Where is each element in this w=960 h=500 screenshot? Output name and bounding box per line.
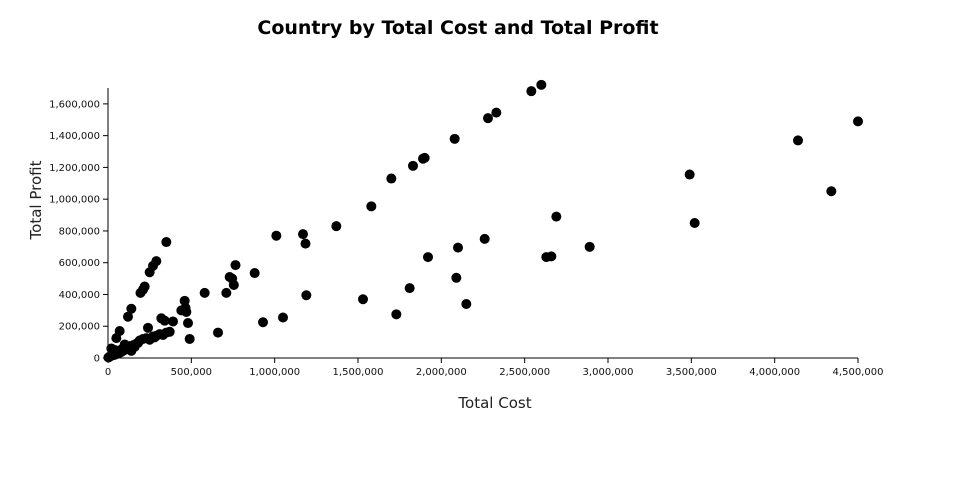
data-point[interactable] bbox=[449, 133, 460, 144]
data-point[interactable] bbox=[123, 311, 133, 322]
data-point[interactable] bbox=[278, 312, 288, 323]
data-point[interactable] bbox=[183, 318, 193, 329]
data-point[interactable] bbox=[689, 218, 700, 228]
y-tick-label: 1,200,000 bbox=[49, 163, 100, 174]
data-point[interactable] bbox=[479, 233, 490, 244]
data-point[interactable] bbox=[684, 169, 695, 180]
data-point[interactable] bbox=[546, 251, 557, 262]
data-point[interactable] bbox=[161, 237, 172, 248]
x-tick-label: 3,000,000 bbox=[583, 367, 634, 378]
data-point[interactable] bbox=[180, 302, 191, 313]
data-point[interactable] bbox=[258, 317, 268, 328]
data-point[interactable] bbox=[159, 315, 170, 326]
x-tick-label: 3,500,000 bbox=[666, 367, 717, 378]
data-point[interactable] bbox=[408, 160, 418, 171]
data-point[interactable] bbox=[221, 287, 232, 298]
data-point[interactable] bbox=[358, 294, 368, 305]
data-point[interactable] bbox=[366, 201, 377, 212]
y-tick-label: 200,000 bbox=[59, 322, 100, 333]
data-point[interactable] bbox=[139, 281, 150, 292]
data-point[interactable] bbox=[109, 345, 120, 356]
data-point[interactable] bbox=[491, 107, 502, 118]
data-point[interactable] bbox=[143, 322, 153, 333]
plot-area: 0 500,000 1,000,000 1,500,000 2,000,000 2,500… bbox=[49, 79, 884, 378]
data-point[interactable] bbox=[853, 116, 863, 127]
y-axis-ticks: 0 200,000 400,000 600,000 800,000 1,000,000 1,… bbox=[49, 99, 108, 365]
data-point[interactable] bbox=[453, 242, 463, 253]
data-point[interactable] bbox=[536, 79, 547, 90]
x-tick-label: 2,500,000 bbox=[499, 367, 550, 378]
y-tick-label: 1,400,000 bbox=[49, 131, 100, 142]
data-point[interactable] bbox=[483, 113, 493, 124]
y-tick-label: 400,000 bbox=[59, 290, 100, 301]
data-point[interactable] bbox=[168, 316, 178, 327]
data-points bbox=[103, 79, 863, 363]
chart-title: Country by Total Cost and Total Profit bbox=[257, 17, 658, 39]
data-point[interactable] bbox=[119, 339, 130, 350]
data-point[interactable] bbox=[164, 326, 175, 337]
data-point[interactable] bbox=[298, 229, 308, 240]
x-tick-label: 2,000,000 bbox=[416, 367, 467, 378]
y-tick-label: 0 bbox=[94, 354, 100, 365]
data-point[interactable] bbox=[126, 303, 137, 314]
x-tick-label: 4,500,000 bbox=[833, 367, 884, 378]
data-point[interactable] bbox=[213, 327, 223, 338]
data-point[interactable] bbox=[230, 260, 241, 271]
x-tick-label: 0 bbox=[105, 367, 111, 378]
data-point[interactable] bbox=[461, 299, 472, 309]
data-point[interactable] bbox=[423, 252, 433, 263]
x-axis-ticks: 0 500,000 1,000,000 1,500,000 2,000,000 2,500… bbox=[105, 358, 884, 378]
x-tick-label: 1,500,000 bbox=[333, 367, 384, 378]
data-point[interactable] bbox=[793, 135, 803, 146]
data-point[interactable] bbox=[584, 241, 595, 252]
data-point[interactable] bbox=[151, 256, 162, 267]
data-point[interactable] bbox=[271, 230, 282, 241]
data-point[interactable] bbox=[301, 290, 312, 301]
data-point[interactable] bbox=[199, 287, 210, 298]
data-point[interactable] bbox=[184, 333, 195, 344]
data-point[interactable] bbox=[300, 238, 311, 249]
y-axis-label: Total Profit bbox=[27, 160, 45, 240]
data-point[interactable] bbox=[419, 152, 430, 163]
y-tick-label: 1,600,000 bbox=[49, 99, 100, 110]
data-point[interactable] bbox=[391, 309, 402, 320]
y-tick-label: 800,000 bbox=[59, 226, 100, 237]
y-tick-label: 1,000,000 bbox=[49, 195, 100, 206]
data-point[interactable] bbox=[386, 173, 397, 184]
data-point[interactable] bbox=[551, 211, 562, 222]
y-tick-label: 600,000 bbox=[59, 258, 100, 269]
data-point[interactable] bbox=[826, 186, 837, 197]
x-tick-label: 1,000,000 bbox=[249, 367, 300, 378]
x-axis-label: Total Cost bbox=[457, 394, 531, 412]
data-point[interactable] bbox=[249, 268, 260, 279]
x-tick-label: 500,000 bbox=[171, 367, 212, 378]
data-point[interactable] bbox=[404, 283, 415, 294]
data-point[interactable] bbox=[451, 272, 462, 283]
data-point[interactable] bbox=[331, 221, 342, 232]
data-point[interactable] bbox=[114, 326, 125, 336]
x-tick-label: 4,000,000 bbox=[749, 367, 800, 378]
data-point[interactable] bbox=[149, 332, 160, 343]
data-point[interactable] bbox=[526, 86, 537, 97]
data-point[interactable] bbox=[228, 279, 239, 290]
